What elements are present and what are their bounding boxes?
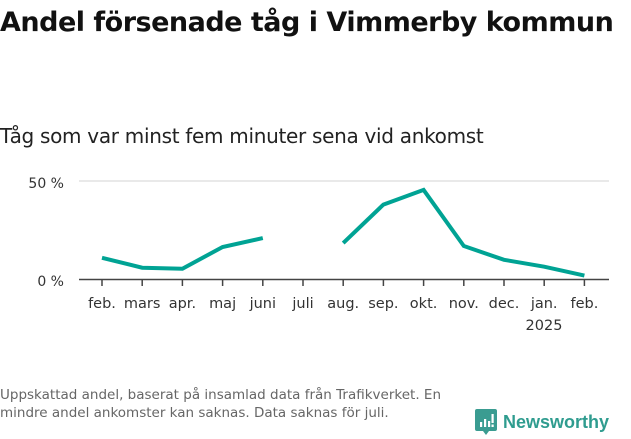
x-tick-label: dec.	[489, 296, 520, 312]
data-series-line	[101, 187, 585, 278]
x-tick-label: juli	[291, 296, 313, 312]
x-tick-label: aug.	[327, 296, 359, 312]
x-tick-label: nov.	[449, 296, 479, 312]
x-axis-labels: feb. mars apr. maj juni juli aug. sep. okt. nov. d…	[88, 296, 598, 312]
series-segment	[101, 236, 264, 271]
x-axis-ticks	[101, 280, 586, 286]
line-chart: 50 % 0 % feb. mars apr. maj juni juli aug. sep.…	[28, 176, 609, 334]
x-tick-label: maj	[209, 296, 236, 312]
logo-text: Newsworthy	[503, 411, 610, 432]
x-tick-label: feb.	[88, 296, 116, 312]
x-tick-label: feb.	[570, 296, 598, 312]
x-tick-label: mars	[124, 296, 161, 312]
x-tick-label: okt.	[410, 296, 438, 312]
x-tick-label: apr.	[169, 296, 196, 312]
y-tick-label-0: 0 %	[37, 274, 64, 290]
x-tick-label: jan.	[530, 296, 558, 312]
newsworthy-logo-icon	[475, 409, 497, 435]
x-year-label: 2025	[526, 318, 563, 334]
footnote: Uppskattad andel, baserat på insamlad da…	[0, 387, 442, 421]
chart-subtitle: Tåg som var minst fem minuter sena vid a…	[0, 124, 484, 148]
series-segment	[341, 187, 585, 278]
newsworthy-logo: Newsworthy	[475, 409, 609, 435]
chart-title: Andel försenade tåg i Vimmerby kommun	[0, 7, 614, 38]
x-tick-label: juni	[249, 296, 276, 312]
x-tick-label: sep.	[368, 296, 398, 312]
y-tick-label-50: 50 %	[28, 176, 64, 192]
